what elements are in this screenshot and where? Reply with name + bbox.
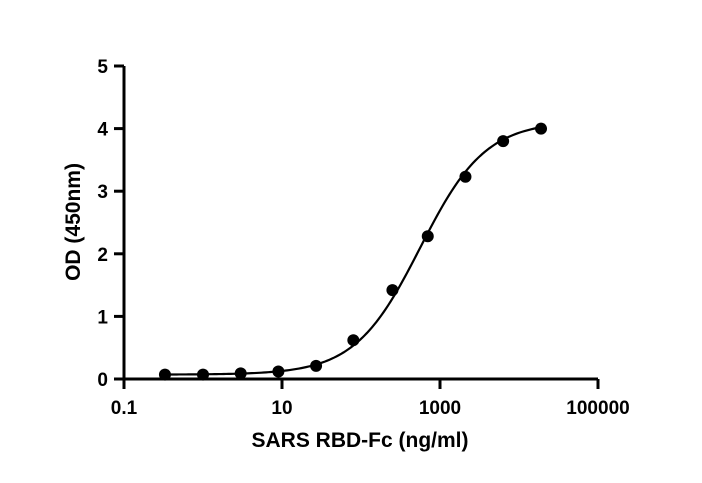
data-point <box>234 367 247 380</box>
data-points-layer <box>158 122 548 381</box>
data-point <box>386 284 399 297</box>
x-tick-label: 100000 <box>566 398 629 419</box>
data-point <box>421 230 434 243</box>
data-point <box>347 334 360 347</box>
data-point <box>272 365 285 378</box>
axes: 0 1 2 3 4 5 0.1 10 1000 100000 <box>97 57 629 419</box>
x-tick-label: 1000 <box>419 398 461 419</box>
y-tick-label: 1 <box>97 307 108 328</box>
y-tick-label: 3 <box>97 182 108 203</box>
x-tick-label: 0.1 <box>111 398 138 419</box>
data-point <box>158 368 171 381</box>
y-tick-label: 4 <box>97 120 108 141</box>
data-point <box>459 170 472 183</box>
y-tick-label: 0 <box>97 370 108 391</box>
data-point <box>535 122 548 135</box>
y-axis-title: OD (450nm) <box>62 163 85 281</box>
data-point <box>497 135 510 148</box>
y-tick-label: 2 <box>97 245 108 266</box>
data-point <box>310 359 323 372</box>
x-tick-label: 10 <box>271 398 292 419</box>
y-tick-label: 5 <box>97 57 108 78</box>
x-axis-title: SARS RBD-Fc (ng/ml) <box>252 429 469 452</box>
data-point <box>197 368 209 381</box>
